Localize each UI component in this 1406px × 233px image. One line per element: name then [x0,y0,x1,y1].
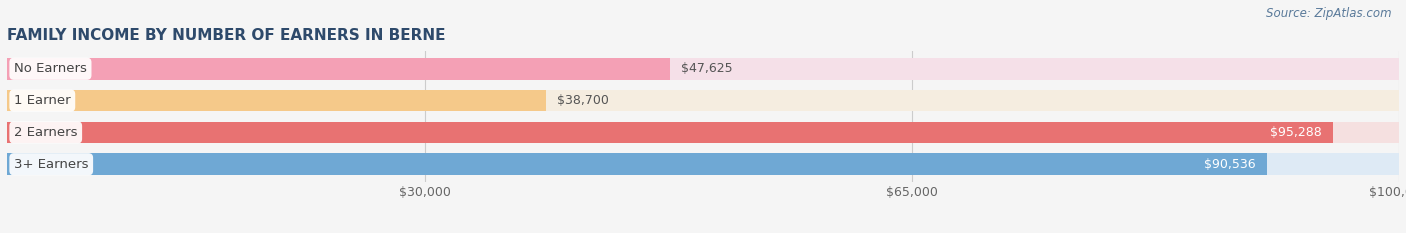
Text: $95,288: $95,288 [1271,126,1322,139]
Text: 3+ Earners: 3+ Earners [14,158,89,171]
Bar [7,58,669,80]
Bar [7,90,546,111]
Text: FAMILY INCOME BY NUMBER OF EARNERS IN BERNE: FAMILY INCOME BY NUMBER OF EARNERS IN BE… [7,28,446,43]
Bar [7,58,1399,80]
Bar [7,153,1399,175]
Text: No Earners: No Earners [14,62,87,75]
Bar [7,90,1399,111]
Bar [7,122,1333,143]
Bar [7,122,1399,143]
Text: Source: ZipAtlas.com: Source: ZipAtlas.com [1267,7,1392,20]
Text: $90,536: $90,536 [1205,158,1256,171]
Text: $38,700: $38,700 [557,94,609,107]
Text: 2 Earners: 2 Earners [14,126,77,139]
Text: $47,625: $47,625 [681,62,733,75]
Text: 1 Earner: 1 Earner [14,94,70,107]
Bar [7,153,1267,175]
